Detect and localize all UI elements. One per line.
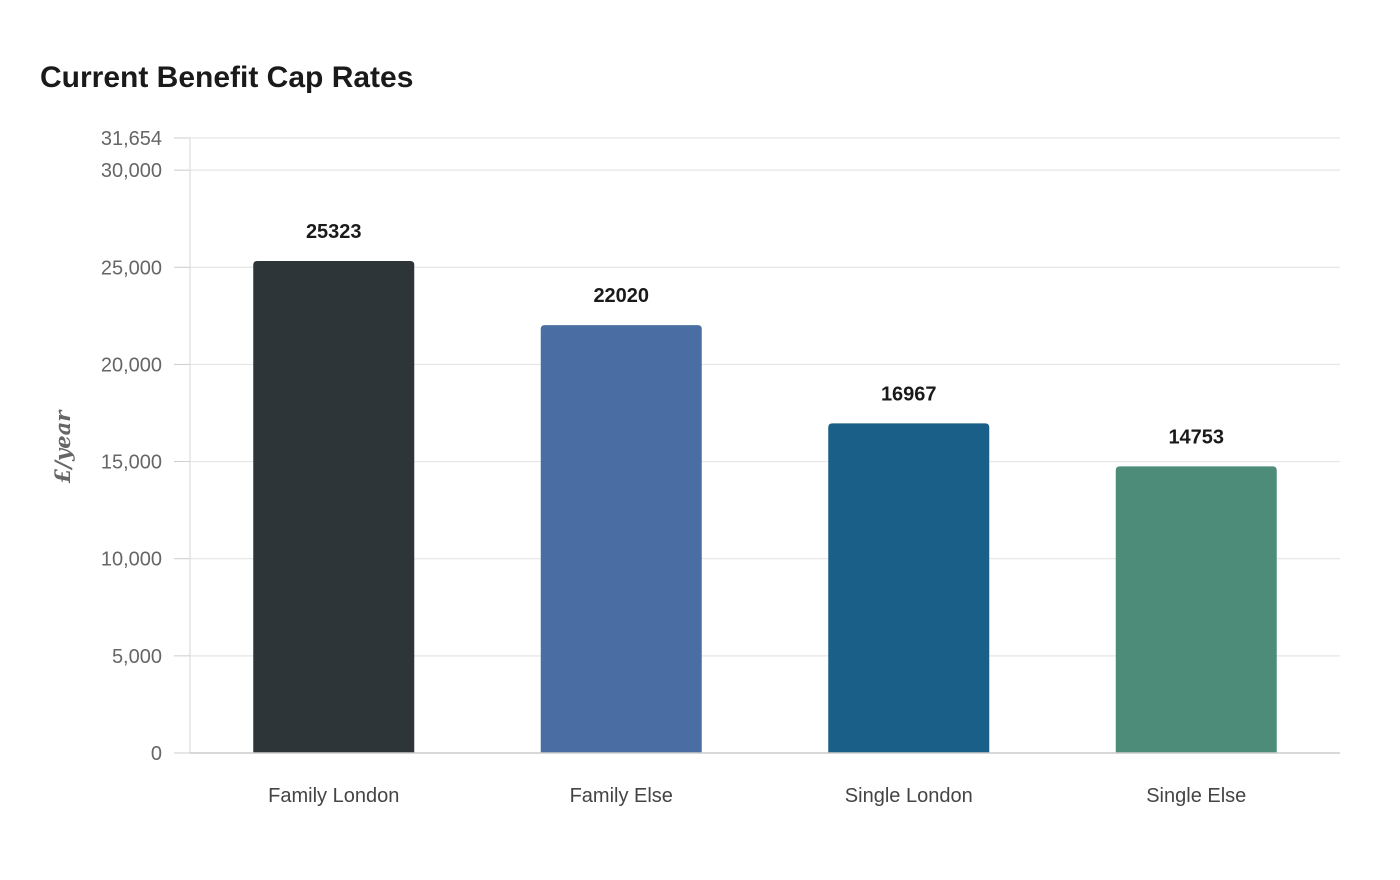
data-label: 16967: [881, 383, 937, 405]
y-tick-label: 31,654: [101, 128, 162, 150]
labels: 0 5,000 10,000 15,000 20,000 25,000 30,000 31,6…: [101, 128, 1246, 807]
bar-family-else: [540, 325, 702, 753]
x-category-label: Single Else: [1146, 785, 1246, 807]
y-tick-label: 25,000: [101, 257, 162, 279]
bar-single-else: [1115, 466, 1277, 753]
x-category-label: Family Else: [570, 785, 673, 807]
bar-family-london: [253, 261, 415, 753]
y-tick-label: 5,000: [112, 646, 162, 668]
bars: [253, 261, 1277, 753]
y-tick-label: 15,000: [101, 452, 162, 474]
bar-single-london: [828, 423, 990, 753]
y-axis-title: £/year: [50, 409, 75, 483]
axes: [174, 137, 1340, 754]
x-category-label: Family London: [268, 785, 399, 807]
y-tick-label: 0: [151, 743, 162, 765]
data-label: 22020: [593, 285, 649, 307]
y-tick-label: 10,000: [101, 549, 162, 571]
y-tick-label: 20,000: [101, 354, 162, 376]
data-label: 25323: [306, 221, 362, 243]
chart-title: Current Benefit Cap Rates: [40, 61, 414, 94]
data-label: 14753: [1168, 426, 1224, 448]
x-category-label: Single London: [845, 785, 973, 807]
y-tick-label: 30,000: [101, 160, 162, 182]
